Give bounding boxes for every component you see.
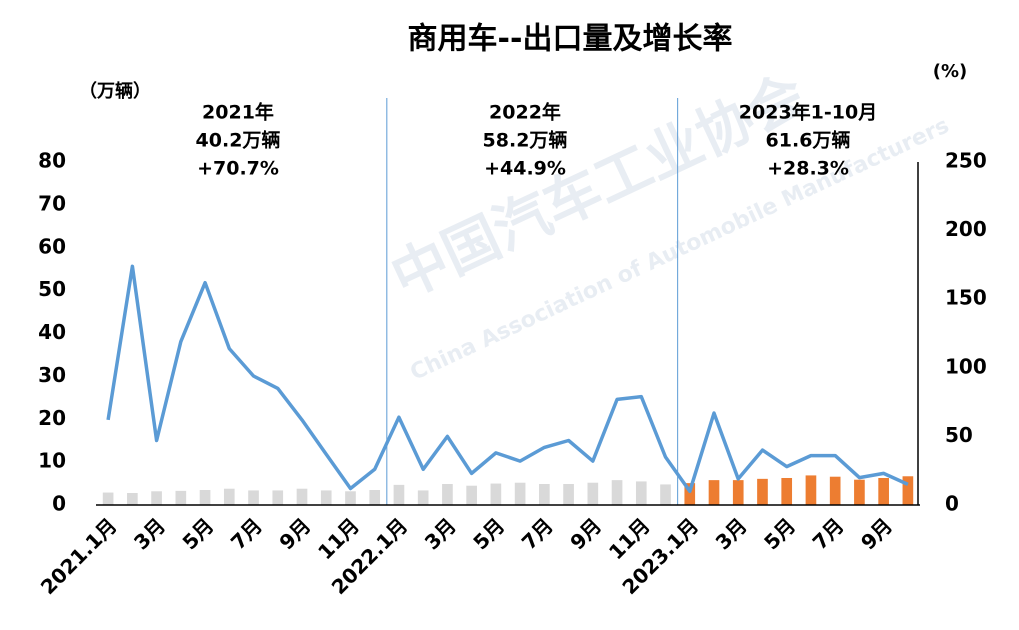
bar (102, 492, 114, 505)
bar (248, 490, 259, 505)
annotation: 58.2万辆 (483, 129, 568, 152)
bar (199, 489, 211, 505)
bar (587, 482, 599, 505)
y2-tick-label: 100 (945, 354, 987, 378)
annotation: +28.3% (767, 158, 849, 180)
x-tick-label: 3月 (420, 513, 461, 554)
bar (684, 483, 696, 505)
y2-tick-label: 0 (945, 492, 959, 516)
x-tick-label: 7月 (808, 513, 849, 554)
line (106, 264, 909, 494)
annotation: 2022年 (489, 101, 561, 124)
bar (781, 477, 793, 505)
y-tick-label: 20 (38, 406, 66, 430)
bar (854, 479, 865, 505)
x-tick-label: 5月 (178, 513, 219, 554)
bar (708, 480, 720, 505)
y2-tick-label: 200 (945, 217, 987, 241)
y-tick-label: 50 (38, 277, 66, 301)
x-tick-label: 7月 (226, 513, 267, 554)
annotation: +70.7% (197, 158, 279, 180)
x-tick-label: 3月 (129, 513, 170, 554)
annotation: 2021年 (202, 101, 274, 124)
y-tick-label: 0 (52, 492, 66, 516)
bar (514, 482, 526, 505)
x-tick-label: 5月 (468, 513, 509, 554)
bar (442, 483, 453, 505)
y-tick-label: 60 (38, 234, 66, 258)
bar (223, 488, 235, 505)
annotation: +44.9% (484, 158, 566, 180)
bar (660, 484, 671, 505)
y2-tick-label: 50 (945, 423, 973, 447)
bar (635, 481, 647, 505)
bar (127, 492, 138, 505)
annotation: 40.2万辆 (196, 129, 281, 152)
bar (902, 476, 914, 505)
y-tick-label: 80 (38, 149, 66, 173)
x-tick-label: 9月 (565, 513, 606, 554)
bar (490, 483, 502, 505)
bar (611, 480, 623, 505)
annotation: 61.6万辆 (766, 129, 851, 152)
x-tick-label: 9月 (856, 513, 897, 554)
x-tick-label: 7月 (517, 513, 558, 554)
y-tick-label: 70 (38, 191, 66, 215)
bar (393, 484, 405, 505)
bar (175, 490, 187, 505)
bar (563, 483, 574, 505)
x-tick-label: 5月 (759, 513, 800, 554)
bar (829, 476, 841, 505)
bar (296, 488, 308, 505)
y2-tick-label: 250 (945, 149, 987, 173)
bar (417, 490, 429, 505)
y2-tick-label: 150 (945, 286, 987, 310)
x-tick-label: 2021.1月 (36, 513, 122, 599)
x-tick-label: 3月 (711, 513, 752, 554)
bar (151, 491, 162, 505)
bar (369, 489, 381, 505)
bar (345, 491, 356, 505)
bar (466, 485, 477, 505)
chart-title: 商用车--出口量及增长率 (408, 22, 733, 57)
x-tick-label: 9月 (274, 513, 315, 554)
bar (757, 478, 768, 505)
y2-axis-label: (%) (933, 61, 968, 82)
y-tick-label: 30 (38, 363, 66, 387)
bar (320, 490, 332, 505)
y-tick-label: 40 (38, 320, 66, 344)
y-tick-label: 10 (38, 449, 66, 473)
bar (539, 483, 550, 505)
bar (732, 480, 744, 505)
bar (805, 475, 817, 505)
annotation: 2023年1-10月 (739, 101, 877, 124)
y-axis-label: （万辆） (79, 80, 151, 102)
bar (878, 477, 889, 505)
bar (272, 490, 284, 505)
